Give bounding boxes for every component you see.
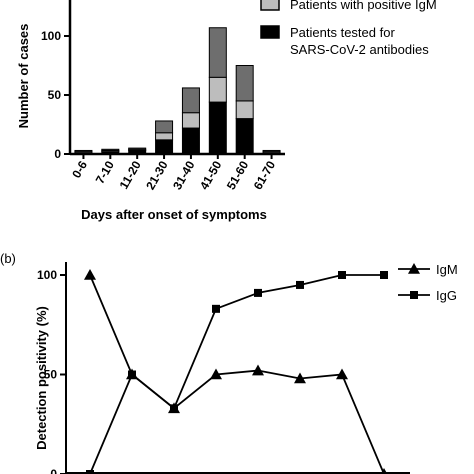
panel-a-x-ticks: 0-6 7-10 11-20 21-30 31-40 41-50 51-60 61-70 — [69, 154, 278, 192]
panel-a-y-ticks: 0 50 100 — [41, 29, 70, 161]
legend-marker-igm — [408, 263, 420, 274]
panel-a-x-axis-title: Days after onset of symptoms — [81, 207, 267, 222]
legend-swatch-tested — [260, 25, 280, 39]
panel-a-x-tick-label-7-10: 7-10 — [93, 158, 117, 186]
panel-a-y-tick-label-100: 100 — [41, 29, 61, 43]
panel-a-x-tick-label-31-40: 31-40 — [170, 158, 198, 192]
bar-31-40-segment-0 — [181, 127, 200, 155]
legend-label-igm: IgM — [436, 262, 458, 277]
panel-a-x-tick-label-0-6: 0-6 — [69, 158, 90, 180]
legend-label-igg: IgG — [436, 288, 457, 303]
point-igg-0-6 — [86, 470, 94, 474]
bar-31-40-segment-1 — [181, 112, 200, 129]
legend-marker-igg — [410, 291, 418, 299]
panel-b-label: (b) — [0, 251, 16, 266]
panel-a-x-tick-label-51-60: 51-60 — [224, 158, 252, 192]
point-igm-61-70 — [380, 468, 388, 474]
panel-a-x-tick-label-21-30: 21-30 — [143, 158, 171, 192]
bar-21-30-segment-0 — [155, 139, 174, 155]
bar-21-30-segment-1 — [155, 132, 174, 141]
point-igg-41-50 — [296, 280, 304, 289]
panel-b-y-axis-title: Detection positivity (%) — [34, 306, 49, 450]
panel-a-x-tick-label-41-50: 41-50 — [197, 158, 225, 192]
bar-51-60-segment-0 — [235, 118, 254, 155]
point-igm-31-40 — [252, 364, 264, 376]
point-igg-51-60 — [338, 271, 346, 279]
panel-a-y-axis-title: Number of cases — [16, 24, 31, 129]
point-igg-61-70 — [380, 271, 388, 279]
panel-a-y-tick-label-50: 50 — [48, 88, 62, 102]
line-igg — [89, 274, 384, 474]
panel-a-y-tick-label-0: 0 — [54, 147, 61, 161]
bar-61-70-segment-2 — [262, 149, 281, 153]
panel-b-y-tick-label-50: 50 — [44, 368, 58, 382]
legend-swatch-positive-igm — [260, 0, 280, 11]
panel-a: 0 50 100 0-6 7-10 11-20 21-30 31-40 41-50 51-60 6… — [16, 0, 437, 222]
panel-a-bars — [74, 27, 281, 155]
panel-b-lines — [84, 269, 388, 474]
point-igg-11-20 — [170, 404, 178, 413]
panel-a-x-tick-label-61-70: 61-70 — [251, 158, 279, 192]
legend-label-tested: Patients tested for SARS-CoV-2 antibodies — [290, 25, 429, 57]
panel-a-x-tick-label-11-20: 11-20 — [117, 158, 144, 191]
bar-0-6-segment-2 — [74, 149, 93, 153]
bar-7-10-segment-2 — [101, 148, 120, 151]
bar-41-50-segment-1 — [208, 76, 227, 103]
point-igm-0-6 — [84, 269, 96, 280]
bar-51-60-segment-1 — [235, 100, 254, 120]
bar-51-60-segment-2 — [235, 65, 254, 102]
panel-b-y-ticks: 0 50 100 — [37, 268, 66, 474]
legend-label-positive-igm: Patients with positive IgM — [290, 0, 437, 12]
point-igg-31-40 — [254, 288, 262, 297]
bar-21-30-segment-2 — [155, 120, 174, 134]
point-igm-21-30 — [210, 368, 222, 380]
panel-b-y-tick-label-100: 100 — [37, 268, 57, 282]
bar-41-50-segment-2 — [208, 27, 227, 78]
panel-b-y-tick-label-0: 0 — [50, 467, 57, 474]
bar-31-40-segment-2 — [181, 87, 200, 114]
bar-11-20-segment-2 — [128, 147, 147, 150]
panel-b-legend: IgM IgG — [398, 262, 458, 303]
point-igm-41-50 — [294, 372, 306, 384]
point-igg-21-30 — [212, 304, 220, 313]
point-igg-7-10 — [128, 370, 136, 379]
bar-41-50-segment-0 — [208, 101, 227, 155]
point-igm-51-60 — [336, 368, 348, 380]
panel-a-legend: Patients with positive IgM Patients test… — [260, 0, 437, 57]
